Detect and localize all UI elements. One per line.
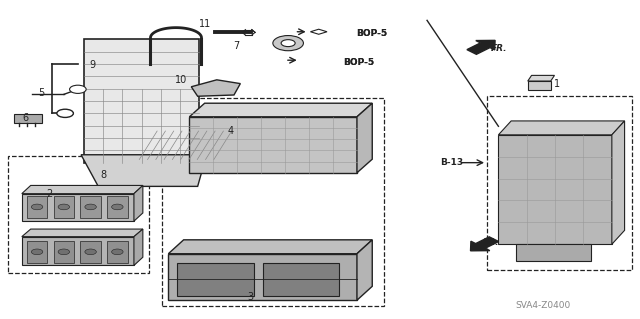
Circle shape <box>31 249 43 255</box>
Text: 7: 7 <box>233 41 239 51</box>
Circle shape <box>273 35 303 51</box>
Text: 9: 9 <box>90 60 95 70</box>
Bar <box>84 39 199 163</box>
Bar <box>162 98 384 306</box>
Circle shape <box>70 85 86 93</box>
Bar <box>499 135 612 244</box>
Circle shape <box>85 204 97 210</box>
Polygon shape <box>168 240 372 254</box>
Bar <box>528 81 550 90</box>
Text: FR.: FR. <box>491 44 508 53</box>
Circle shape <box>111 249 123 255</box>
Bar <box>54 196 74 218</box>
Text: 11: 11 <box>199 19 211 28</box>
Bar <box>107 241 127 263</box>
Bar <box>27 241 47 263</box>
Circle shape <box>281 40 295 47</box>
Bar <box>8 156 149 273</box>
Text: B-13: B-13 <box>440 158 463 167</box>
Text: BOP-5: BOP-5 <box>343 58 374 67</box>
Text: BOP-5: BOP-5 <box>356 28 387 38</box>
Polygon shape <box>134 229 143 265</box>
Polygon shape <box>81 155 207 186</box>
Bar <box>189 117 357 173</box>
Polygon shape <box>467 41 495 54</box>
Polygon shape <box>528 75 554 81</box>
Bar <box>81 241 100 263</box>
Text: BOP-5: BOP-5 <box>343 58 374 67</box>
Circle shape <box>85 249 97 255</box>
Polygon shape <box>612 121 625 244</box>
Bar <box>177 263 253 296</box>
Text: FR.: FR. <box>483 238 500 247</box>
Text: 1: 1 <box>554 78 560 89</box>
Circle shape <box>58 204 70 210</box>
Bar <box>81 196 100 218</box>
Circle shape <box>31 204 43 210</box>
Bar <box>107 196 127 218</box>
Polygon shape <box>310 29 327 34</box>
Polygon shape <box>22 185 143 194</box>
Text: SVA4-Z0400: SVA4-Z0400 <box>515 301 571 310</box>
Circle shape <box>111 204 123 210</box>
Bar <box>22 237 134 265</box>
Polygon shape <box>191 80 241 96</box>
Text: 10: 10 <box>175 75 188 85</box>
Polygon shape <box>134 185 143 221</box>
Bar <box>168 254 357 300</box>
Text: 2: 2 <box>46 189 52 199</box>
Bar <box>262 263 339 296</box>
Text: 6: 6 <box>22 113 29 123</box>
Bar <box>487 96 632 270</box>
Polygon shape <box>470 237 499 251</box>
Bar <box>54 241 74 263</box>
Circle shape <box>57 109 74 117</box>
Bar <box>22 194 134 221</box>
Polygon shape <box>22 229 143 237</box>
Circle shape <box>58 249 70 255</box>
Text: BOP-5: BOP-5 <box>356 28 387 38</box>
Text: 5: 5 <box>38 88 44 98</box>
Text: 8: 8 <box>100 170 106 180</box>
Polygon shape <box>189 103 372 117</box>
Bar <box>516 244 591 261</box>
Polygon shape <box>357 240 372 300</box>
Text: 3: 3 <box>247 292 253 302</box>
Text: 4: 4 <box>228 126 234 136</box>
Bar <box>27 196 47 218</box>
Polygon shape <box>499 121 625 135</box>
Polygon shape <box>357 103 372 173</box>
Bar <box>14 114 42 123</box>
